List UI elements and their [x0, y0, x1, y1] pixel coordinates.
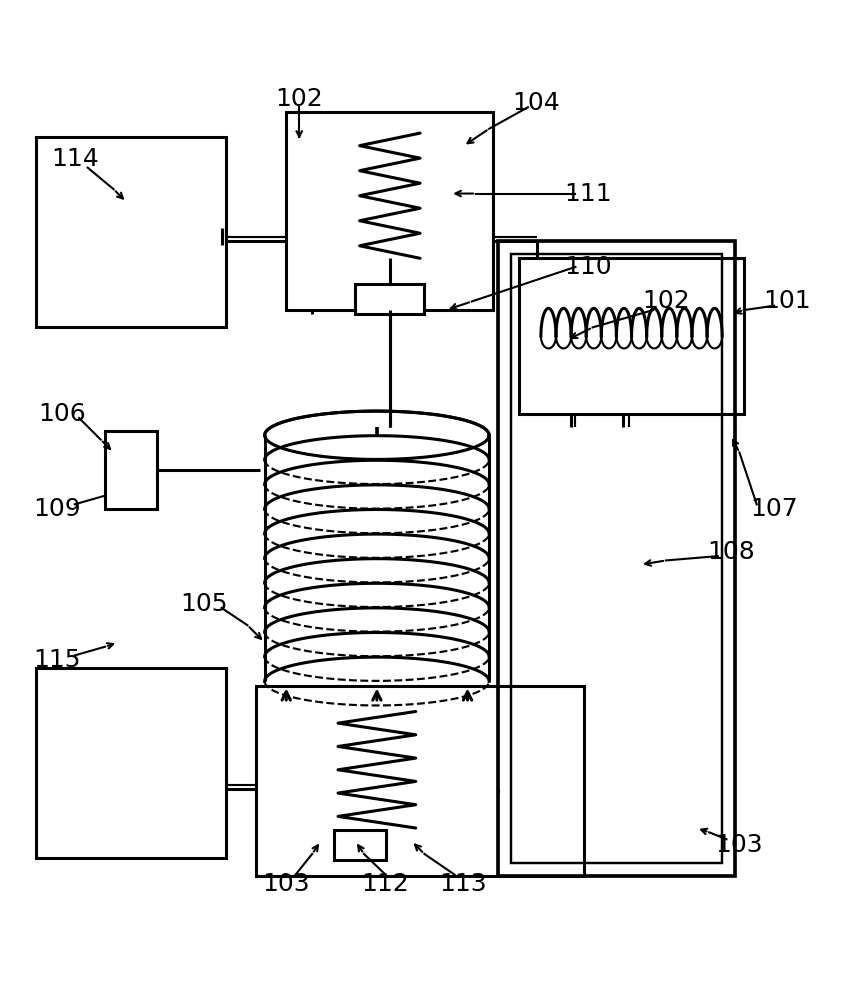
- Bar: [287, 112, 494, 310]
- Text: 114: 114: [51, 147, 99, 171]
- Bar: [520, 258, 744, 414]
- Text: 110: 110: [565, 255, 612, 279]
- Text: 115: 115: [34, 648, 81, 672]
- Text: 111: 111: [565, 182, 612, 206]
- Text: 102: 102: [643, 289, 690, 313]
- Text: 107: 107: [750, 497, 798, 521]
- Text: 109: 109: [34, 497, 81, 521]
- Text: 104: 104: [513, 91, 560, 115]
- Text: 103: 103: [715, 833, 763, 857]
- Bar: [511, 254, 722, 863]
- Text: 105: 105: [180, 592, 228, 616]
- Bar: [105, 431, 157, 509]
- Bar: [355, 284, 424, 314]
- Text: 108: 108: [707, 540, 754, 564]
- Text: 112: 112: [362, 872, 410, 896]
- Bar: [36, 137, 226, 327]
- Bar: [498, 241, 735, 876]
- Bar: [256, 686, 584, 876]
- Bar: [36, 668, 226, 858]
- Text: 106: 106: [38, 402, 86, 426]
- Text: 103: 103: [262, 872, 310, 896]
- Text: 102: 102: [275, 87, 323, 111]
- Text: 101: 101: [763, 289, 811, 313]
- Text: 113: 113: [439, 872, 487, 896]
- Bar: [333, 830, 385, 860]
